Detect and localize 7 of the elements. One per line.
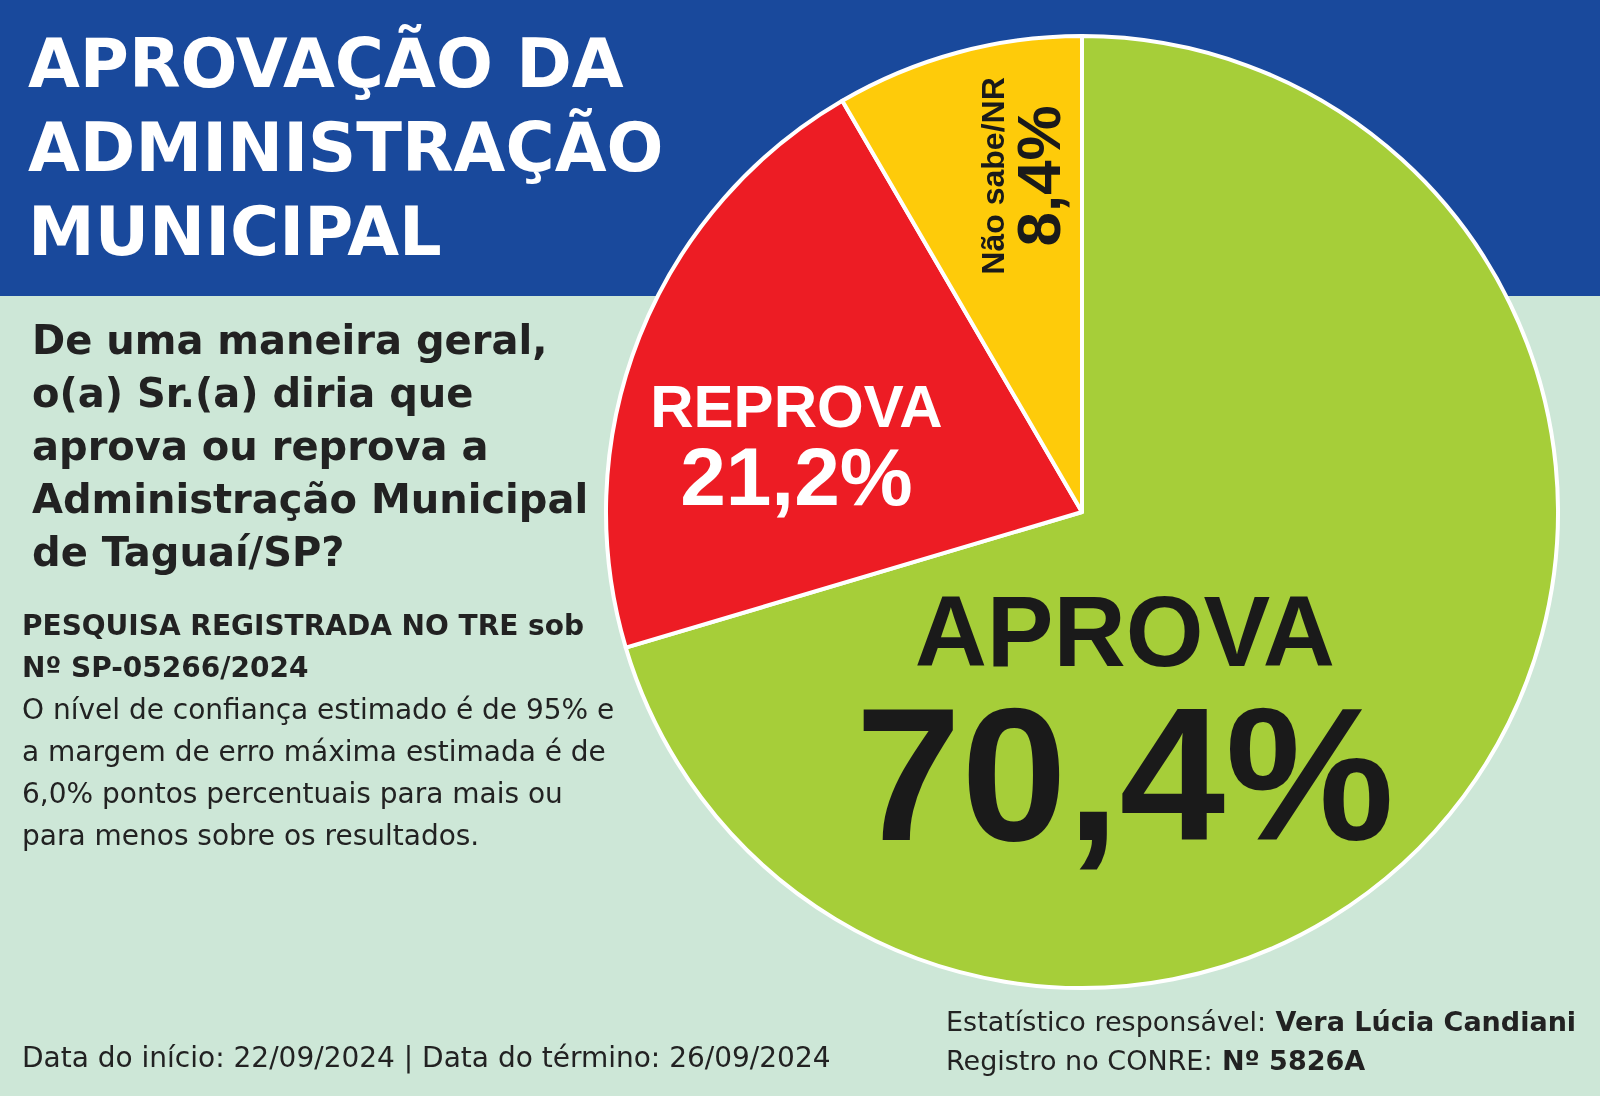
- text: PESQUISA REGISTRADA NO TRE sob Nº SP-05266/2024: [22, 608, 586, 686]
- text: Registro no CONRE: Nº 5826A: [946, 1044, 1367, 1078]
- text: De uma maneira geral, o(a) Sr.(a) diria que aprova ou reprova a Administração Municipal de Taguaí/SP?: [32, 316, 590, 577]
- text: APROVAÇÃO DA ADMINISTRAÇÃO MUNICIPAL: [28, 23, 665, 273]
- text: Data do início: 22/09/2024 | Data do término: 26/09/2024: [22, 1040, 832, 1076]
- text: O nível de confiança estimado é de 95% e a margem de erro máxima estimada é de 6,0% pontos percentuais para mais ou para menos sobre os resultados.: [22, 692, 616, 854]
- text: Estatístico responsável: Vera Lúcia Candiani: [946, 1005, 1578, 1039]
